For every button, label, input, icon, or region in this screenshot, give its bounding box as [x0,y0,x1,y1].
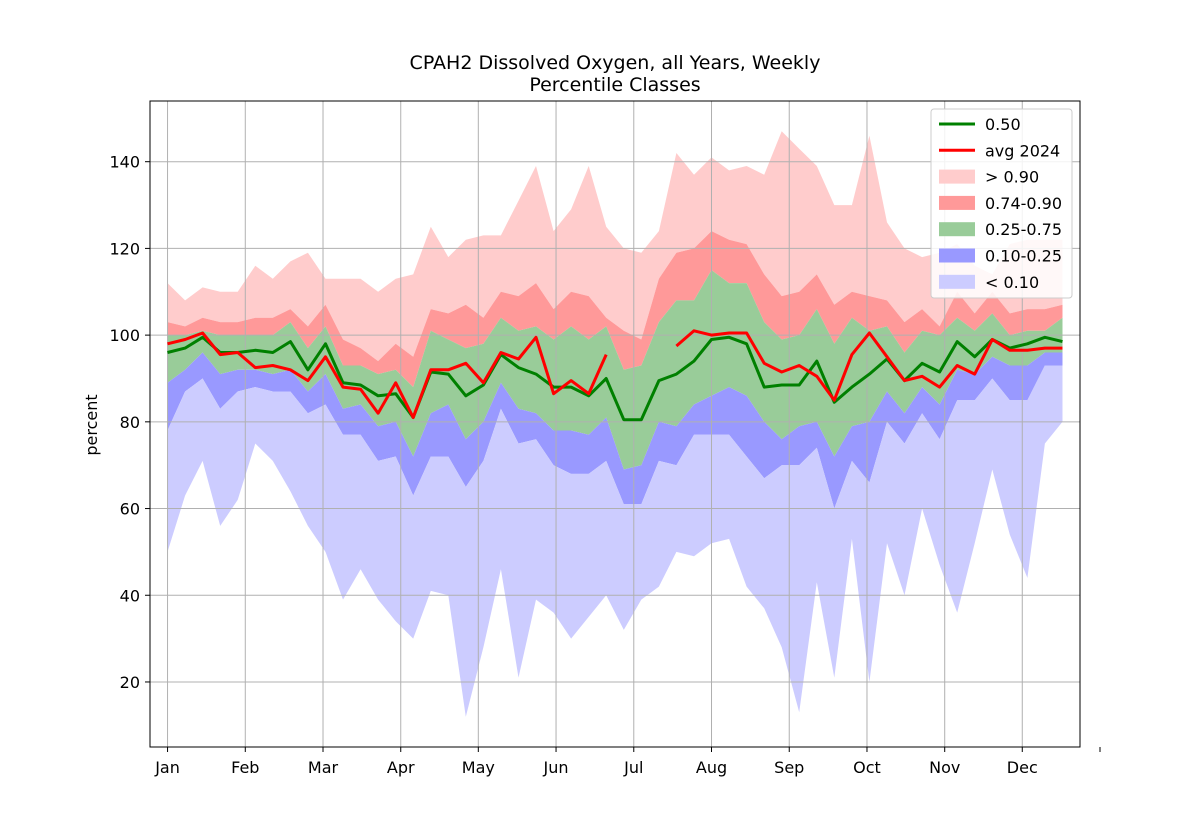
x-tick-label-9: Oct [853,758,881,777]
legend-label-6: < 0.10 [985,273,1039,292]
legend-label-3: 0.74-0.90 [985,194,1062,213]
legend-swatch-3 [939,195,975,210]
plot-frame [149,100,1081,748]
band-1 [167,231,1063,388]
legend-swatch-6 [939,274,975,289]
y-tick-label-5: 120 [109,239,140,258]
band-3 [167,352,1063,509]
x-tick-label-8: Sep [774,758,804,777]
legend-label-0: 0.50 [985,115,1021,134]
legend: 0.50 avg 2024 > 0.90 0.74-0.90 0.25-0.75 0.10… [930,108,1073,299]
grid-lines [150,101,1080,747]
y-tick-label-3: 80 [120,413,140,432]
x-tick-label-6: Jul [623,758,643,777]
y-tick-label-6: 140 [109,153,140,172]
y-tick-label-2: 60 [120,500,140,519]
series-line-0 [167,335,1063,422]
legend-label-5: 0.10-0.25 [985,247,1062,266]
legend-swatch-2 [939,169,975,184]
series-line-1 [167,329,1063,419]
x-tick-label-11: Dec [1007,758,1038,777]
legend-swatch-5 [939,248,975,263]
x-tick-label-7: Aug [696,758,727,777]
percentile-bands [167,131,1063,717]
x-tick-label-0: Jan [154,758,180,777]
band-0 [167,131,1063,362]
band-4 [167,365,1063,717]
x-tick-label-3: Apr [387,758,415,777]
axis-ticks: Jan Feb Mar Apr May Jun Jul Aug Sep Oct Nov Dec 20 40… [109,153,1101,777]
x-tick-label-1: Feb [231,758,259,777]
y-tick-label-4: 100 [109,326,140,345]
legend-swatch-4 [939,222,975,237]
series-lines [167,329,1063,422]
y-tick-label-0: 20 [120,673,140,692]
band-2 [167,270,1063,470]
legend-label-4: 0.25-0.75 [985,220,1062,239]
chart-title-line2: Percentile Classes [529,74,700,96]
y-axis-label: percent [82,394,101,455]
y-tick-label-1: 40 [120,586,140,605]
x-tick-label-4: May [462,758,495,777]
legend-label-1: avg 2024 [985,141,1060,160]
legend-label-2: > 0.90 [985,168,1039,187]
x-tick-label-10: Nov [929,758,960,777]
x-tick-label-5: Jun [543,758,569,777]
x-tick-label-2: Mar [308,758,339,777]
chart-title-line1: CPAH2 Dissolved Oxygen, all Years, Weekl… [410,52,821,74]
